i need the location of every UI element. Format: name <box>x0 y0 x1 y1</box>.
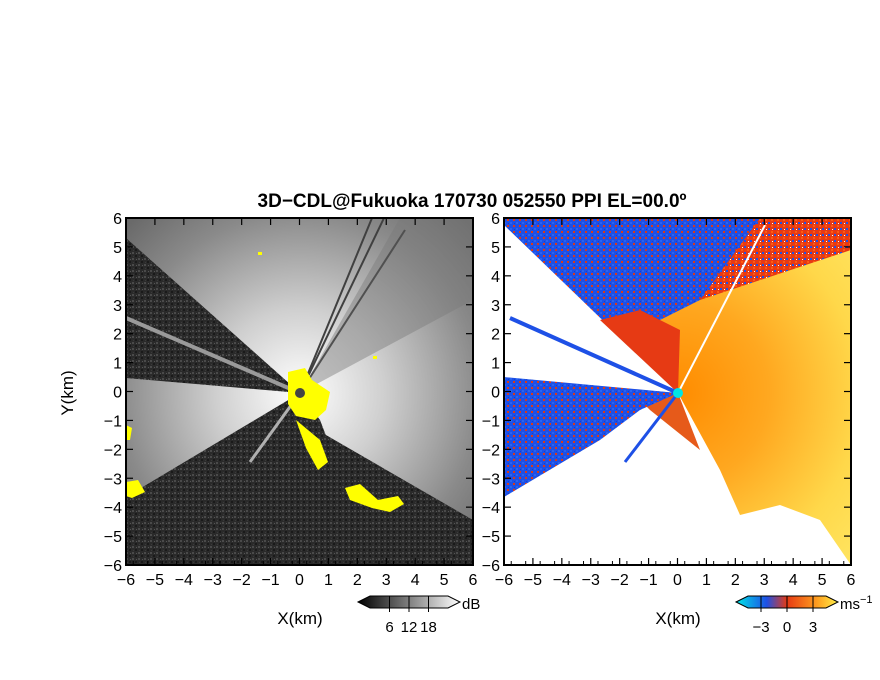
doppler-colorbar-label: 0 <box>783 619 791 636</box>
right-xtick-label: 0 <box>673 572 682 589</box>
left-xtick-label: −5 <box>146 572 164 589</box>
left-xtick-label: 3 <box>382 572 391 589</box>
doppler-unit-exp: −1 <box>860 594 873 606</box>
right-xtick-label: −6 <box>495 572 513 589</box>
left-xtick-label: 0 <box>295 572 304 589</box>
doppler-colorbar: ms−1 −3 0 3 <box>734 594 873 636</box>
left-xtick-label: 6 <box>469 572 478 589</box>
doppler-colorbar-unit: ms−1 <box>840 594 873 613</box>
right-xlabel: X(km) <box>655 609 700 628</box>
right-ytick-label: −4 <box>482 500 500 517</box>
left-ytick-label: −5 <box>104 529 122 546</box>
right-xtick-label: 4 <box>789 572 798 589</box>
left-xtick-label: 1 <box>324 572 333 589</box>
left-xtick-label: 5 <box>440 572 449 589</box>
reflectivity-colorbar: dB 6 12 18 <box>356 595 480 636</box>
left-ytick-label: −3 <box>104 471 122 488</box>
right-xtick-label: −2 <box>611 572 629 589</box>
left-ytick-label: −6 <box>104 558 122 575</box>
right-ytick-label: −6 <box>482 558 500 575</box>
left-xtick-label: −6 <box>117 572 135 589</box>
right-xtick-label: 2 <box>731 572 740 589</box>
left-xtick-label: −3 <box>204 572 222 589</box>
left-xlabel: X(km) <box>277 609 322 628</box>
right-xtick-label: 5 <box>818 572 827 589</box>
left-ytick-label: 3 <box>113 298 122 315</box>
left-ytick-label: 5 <box>113 240 122 257</box>
left-xtick-label: 2 <box>353 572 362 589</box>
left-ytick-label: 1 <box>113 356 122 373</box>
chart-title: 3D−CDL@Fukuoka 170730 052550 PPI EL=00.0… <box>258 191 687 212</box>
right-xtick-label: −3 <box>582 572 600 589</box>
left-xtick-label: −4 <box>175 572 193 589</box>
right-xtick-label: −5 <box>524 572 542 589</box>
right-xtick-label: 3 <box>760 572 769 589</box>
reflectivity-colorbar-label: 12 <box>401 619 418 636</box>
reflectivity-colorbar-label: 18 <box>420 619 437 636</box>
right-axis-ticks: −6 −5 −4 −3 −2 −1 0 1 2 3 4 5 6 6 5 4 3 2 1 0 −1 −2 −3 −4 −5 −6 <box>482 211 856 589</box>
right-ytick-label: −3 <box>482 471 500 488</box>
left-ytick-label: 0 <box>113 385 122 402</box>
right-xtick-label: 6 <box>847 572 856 589</box>
right-ytick-label: 1 <box>491 356 500 373</box>
reflectivity-colorbar-label: 6 <box>385 619 393 636</box>
right-ytick-label: 4 <box>491 269 500 286</box>
right-xtick-label: −4 <box>553 572 571 589</box>
left-ytick-label: −2 <box>104 442 122 459</box>
right-ytick-label: 5 <box>491 240 500 257</box>
right-ytick-label: −2 <box>482 442 500 459</box>
left-ytick-label: 2 <box>113 327 122 344</box>
right-ytick-label: 6 <box>491 211 500 228</box>
right-ytick-label: 0 <box>491 385 500 402</box>
doppler-colorbar-label: −3 <box>752 619 769 636</box>
doppler-image <box>504 218 851 565</box>
left-ytick-label: −1 <box>104 413 122 430</box>
left-axis-ticks: −6 −5 −4 −3 −2 −1 0 1 2 3 4 5 6 6 5 4 3 2 1 0 −1 −2 −3 −4 −5 −6 <box>104 211 478 589</box>
left-xtick-label: 4 <box>411 572 420 589</box>
right-ytick-label: −1 <box>482 413 500 430</box>
left-ytick-label: −4 <box>104 500 122 517</box>
left-ytick-label: 4 <box>113 269 122 286</box>
doppler-unit-base: ms <box>840 596 860 613</box>
right-ytick-label: 2 <box>491 327 500 344</box>
left-ytick-label: 6 <box>113 211 122 228</box>
reflectivity-image <box>126 218 473 565</box>
left-xtick-label: −1 <box>261 572 279 589</box>
right-ytick-label: −5 <box>482 529 500 546</box>
right-xtick-label: 1 <box>702 572 711 589</box>
left-xtick-label: −2 <box>233 572 251 589</box>
right-xtick-label: −1 <box>639 572 657 589</box>
left-ylabel: Y(km) <box>58 370 77 415</box>
right-ytick-label: 3 <box>491 298 500 315</box>
reflectivity-colorbar-unit: dB <box>462 596 480 613</box>
doppler-colorbar-label: 3 <box>809 619 817 636</box>
